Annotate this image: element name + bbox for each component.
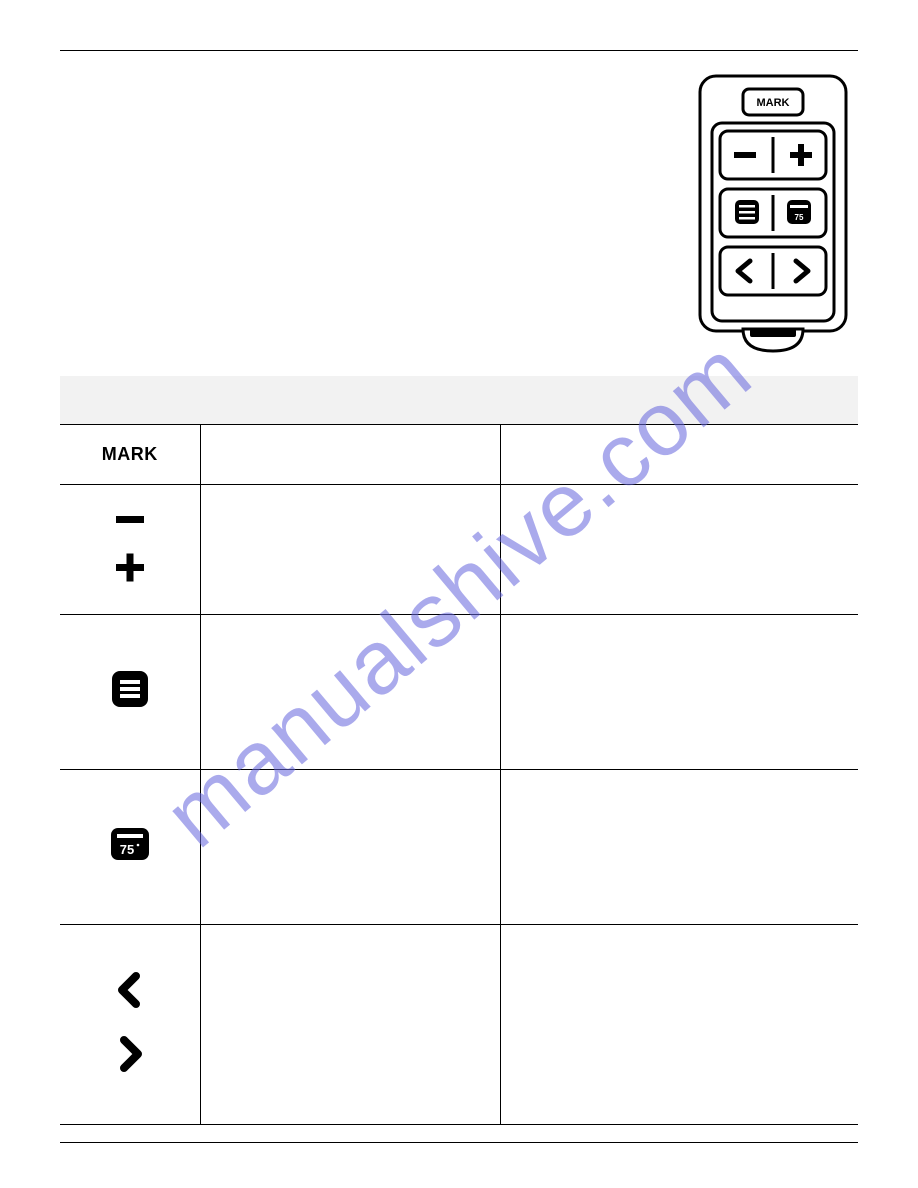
header-press: [200, 376, 500, 424]
remote-illustration: MARK 75: [688, 71, 858, 361]
left-right-arrows-icon: [112, 962, 148, 1082]
cell-menu-icon: [60, 614, 200, 769]
svg-text:MARK: MARK: [757, 97, 790, 109]
cell-mark-hold: [500, 424, 858, 484]
cell-minusplus-press: [200, 484, 500, 614]
cell-arrows-press: [200, 924, 500, 1124]
table-header-row: [60, 376, 858, 424]
cell-mark-icon: MARK: [60, 424, 200, 484]
cell-menu-press: [200, 614, 500, 769]
row-mark: MARK: [60, 424, 858, 484]
shortcut-icon: 75: [109, 826, 151, 862]
cell-mark-press: [200, 424, 500, 484]
controls-table: MARK: [60, 376, 858, 1125]
cell-arrows-hold: [500, 924, 858, 1124]
cell-arrows-icon: [60, 924, 200, 1124]
cell-minusplus-icon: [60, 484, 200, 614]
row-minus-plus: [60, 484, 858, 614]
row-menu: [60, 614, 858, 769]
menu-icon: [110, 669, 150, 709]
minus-plus-icon: [112, 502, 148, 592]
cell-minusplus-hold: [500, 484, 858, 614]
bottom-rule: [60, 1142, 858, 1143]
mark-label: MARK: [102, 444, 158, 464]
top-rule: [60, 50, 858, 51]
row-arrows: [60, 924, 858, 1124]
cell-shortcut-press: [200, 769, 500, 924]
cell-menu-hold: [500, 614, 858, 769]
header-key: [60, 376, 200, 424]
cell-shortcut-icon: 75: [60, 769, 200, 924]
svg-text:75: 75: [120, 842, 134, 857]
cell-shortcut-hold: [500, 769, 858, 924]
row-shortcut: 75: [60, 769, 858, 924]
remote-illustration-area: MARK 75: [60, 71, 858, 361]
header-hold: [500, 376, 858, 424]
svg-text:75: 75: [795, 213, 804, 222]
